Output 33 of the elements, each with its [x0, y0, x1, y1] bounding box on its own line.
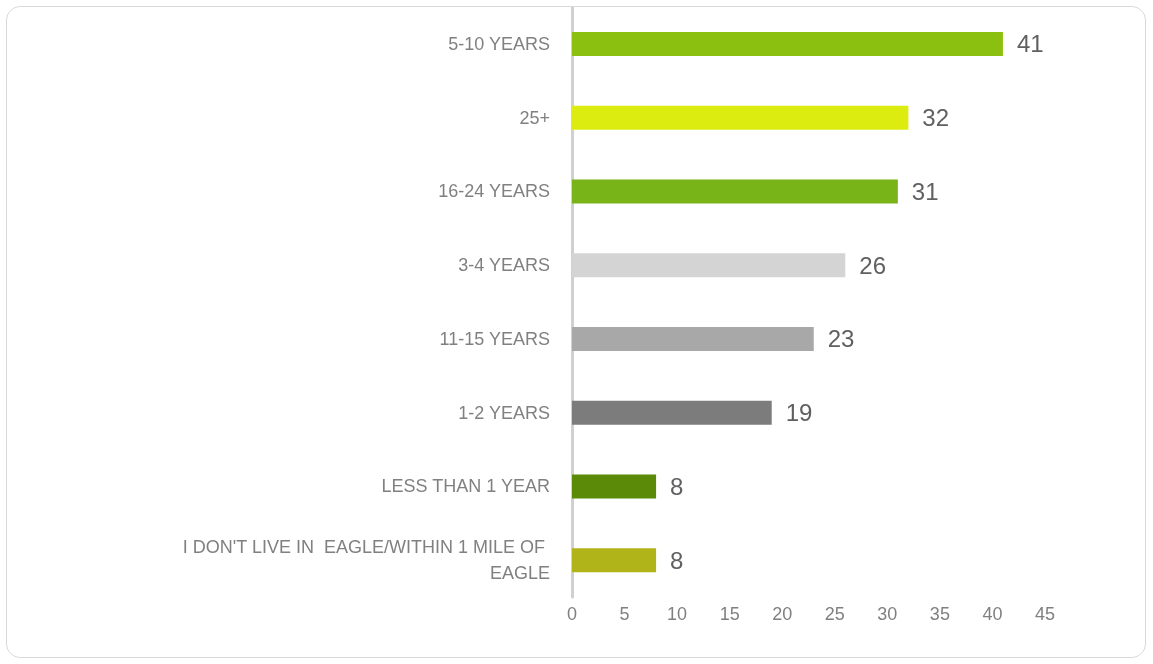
data-label: 41 [1016, 30, 1044, 58]
y-tick-label: 5-10 YEARS [448, 33, 550, 54]
y-tick-label: 25+ [519, 107, 550, 128]
x-tick-label: 0 [566, 604, 578, 624]
bar [572, 326, 814, 351]
x-tick-label: 10 [667, 604, 688, 624]
bar [572, 105, 909, 130]
bar [572, 548, 657, 573]
data-label: 8 [670, 472, 684, 500]
y-tick-label: 11-15 YEARS [439, 328, 550, 349]
bar [572, 400, 772, 425]
data-label: 23 [827, 325, 855, 353]
data-label: 8 [670, 546, 684, 574]
y-tick-label: 1-2 YEARS [458, 402, 550, 423]
bar [572, 179, 898, 204]
x-tick-label: 5 [619, 604, 630, 624]
data-label: 32 [922, 104, 950, 132]
y-tick-label: LESS THAN 1 YEAR [381, 476, 550, 497]
x-tick-label: 40 [982, 604, 1003, 624]
x-tick-label: 25 [824, 604, 845, 624]
bar [572, 474, 657, 499]
data-label: 19 [785, 399, 813, 427]
y-tick-label: 3-4 YEARS [458, 255, 550, 276]
data-label: 31 [911, 177, 939, 205]
x-tick-label: 35 [929, 604, 950, 624]
x-tick-label: 30 [877, 604, 898, 624]
x-tick-label: 15 [719, 604, 740, 624]
x-tick-label: 20 [772, 604, 793, 624]
data-label: 26 [859, 251, 886, 279]
y-tick-label: 16-24 YEARS [438, 181, 550, 202]
x-tick-label: 45 [1034, 604, 1056, 624]
bar [572, 31, 1003, 56]
y-tick-label: I DON'T LIVE IN EAGLE/WITHIN 1 MILE OF EAGLE [182, 537, 550, 584]
